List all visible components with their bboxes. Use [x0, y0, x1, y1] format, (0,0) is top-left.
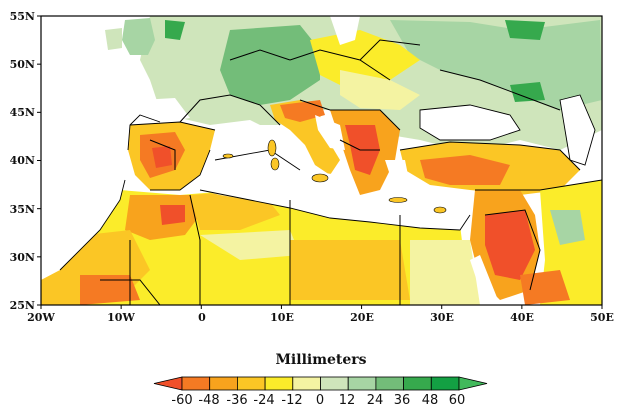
axis-ticks: [37, 15, 603, 309]
british-isles: [122, 18, 155, 55]
lat-label: 25N: [10, 299, 35, 312]
europe-yellow-center: [310, 30, 420, 90]
lon-label: 30E: [430, 311, 454, 324]
lon-label: 40E: [510, 311, 534, 324]
colorbar-title: Millimeters: [275, 352, 366, 368]
morocco-red: [160, 205, 185, 225]
green-hotspot-caspian: [510, 82, 545, 102]
latitude-axis: 55N 50N 45N 40N 35N 30N 25N: [10, 10, 35, 312]
colorbar-bin: [375, 376, 404, 391]
longitude-axis: 20W 10W 0 10E 20E 30E 40E 50E: [27, 311, 614, 324]
lon-label: 20W: [27, 311, 55, 324]
lat-label: 40N: [10, 154, 35, 167]
aegean-sea: [385, 160, 410, 190]
colorbar-tick-label: -48: [198, 393, 219, 408]
turkey-orange: [420, 155, 510, 185]
colorbar-end-low: [153, 376, 183, 391]
colorbar-bin: [292, 376, 321, 391]
bay-of-biscay: [140, 98, 190, 122]
colorbar-tick-label: 12: [339, 393, 356, 408]
colorbar-tick-label: -60: [171, 393, 192, 408]
iraq-green: [550, 210, 585, 245]
black-sea: [420, 105, 520, 140]
italy: [270, 100, 340, 175]
colorbar-bin: [209, 376, 238, 391]
baltic-sea: [330, 16, 360, 45]
colorbar-bin: [347, 376, 377, 391]
colorbar-tick-label: 24: [367, 393, 384, 408]
colorbar-bin: [430, 376, 460, 391]
lon-label: 10W: [107, 311, 135, 324]
italy-north-orange: [280, 100, 325, 122]
adriatic-sea: [315, 115, 345, 150]
country-borders: [100, 39, 602, 305]
ireland: [105, 28, 122, 50]
colorbar-bin: [320, 376, 349, 391]
egypt-pale: [410, 240, 480, 305]
colorbar-tick-label: -24: [253, 393, 274, 408]
colorbar-end-high: [458, 376, 488, 391]
lat-label: 50N: [10, 58, 35, 71]
colorbar-tick-label: -12: [281, 393, 302, 408]
green-hotspot-north: [165, 20, 185, 40]
lon-label: 10E: [270, 311, 294, 324]
atlantic-ocean: [41, 16, 130, 280]
libya-yellow: [290, 240, 410, 300]
colorbar-bin: [181, 376, 211, 391]
lat-label: 30N: [10, 251, 35, 264]
colorbar-tick-label: 36: [394, 393, 411, 408]
europe-pale-center: [340, 70, 420, 110]
sahara-pale: [200, 230, 300, 260]
colorbar-tick-label: 60: [449, 393, 466, 408]
west-sahara-orange: [80, 275, 140, 305]
green-hotspot-east: [505, 20, 545, 40]
colorbar: [153, 376, 488, 391]
colorbar-bin: [236, 376, 266, 391]
lon-label: 50E: [590, 311, 614, 324]
europe-green-north: [220, 25, 320, 105]
islands: [222, 139, 447, 214]
levant-red: [485, 210, 535, 280]
colorbar-tick-labels: -60 -48 -36 -24 -12 0 12 24 36 48 60: [171, 393, 465, 408]
tyrrhenian-sea: [280, 130, 310, 168]
europe-green-east: [390, 20, 602, 110]
mediterranean-sea: [200, 150, 470, 230]
colorbar-bin: [403, 376, 432, 391]
lat-label: 55N: [10, 10, 35, 23]
colorbar-bin: [264, 376, 294, 391]
colorbar-tick-label: 48: [422, 393, 439, 408]
lon-label: 0: [198, 311, 206, 324]
colorbar-tick-label: -36: [226, 393, 247, 408]
lat-label: 45N: [10, 106, 35, 119]
iberia-red: [152, 146, 172, 168]
lon-label: 20E: [350, 311, 374, 324]
lat-label: 35N: [10, 203, 35, 216]
colorbar-tick-label: 0: [316, 393, 324, 408]
red-sea: [470, 255, 500, 305]
coastlines: [59, 94, 596, 271]
caspian-sea: [560, 95, 595, 165]
